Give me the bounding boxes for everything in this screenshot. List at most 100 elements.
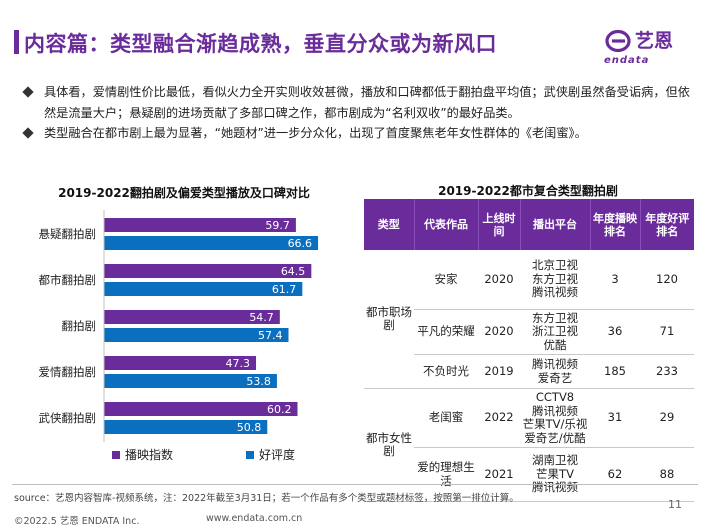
year-cell: 2022 <box>478 388 520 448</box>
bullet-item: 具体看，爱情剧性价比最低，看似火力全开实则收效甚微，播放和口碑都低于翻拍盘平均值… <box>22 82 698 123</box>
title-cell: 老闺蜜 <box>414 388 478 448</box>
header-rating-rank: 年度好评排名 <box>640 199 694 250</box>
header-play-rank: 年度播映排名 <box>590 199 641 250</box>
bar-value-label: 50.8 <box>237 421 262 434</box>
platform-line: 芒果TV/乐视 <box>522 417 588 431</box>
table-header-row: 类型 代表作品 上线时间 播出平台 年度播映排名 年度好评排名 <box>364 199 694 250</box>
platform-cell: 东方卫视 浙江卫视 优酷 <box>520 309 590 355</box>
legend-item-play-index: 播映指数 <box>112 446 173 466</box>
copyright: ©2022.5 艺恩 ENDATA Inc. <box>14 516 140 527</box>
category-label: 爱情翻拍剧 <box>39 365 97 379</box>
bar-value-label: 57.4 <box>258 329 283 342</box>
year-cell: 2019 <box>478 354 520 389</box>
platform-line: 湖南卫视 <box>532 453 578 468</box>
bullet-text: 类型融合在都市剧上最为显著，“她题材”进一步分众化，出现了首度聚焦老年女性群体的… <box>44 126 587 140</box>
bar-value-label: 64.5 <box>281 265 306 278</box>
year-cell: 2021 <box>478 447 520 502</box>
year-cell: 2020 <box>478 309 520 355</box>
platform-line: 东方卫视 <box>532 310 578 325</box>
table-title: 2019-2022都市复合类型翻拍剧 <box>438 184 618 198</box>
category-label: 翻拍剧 <box>62 319 97 333</box>
bar-rating <box>104 236 319 250</box>
logo-text-en: endata <box>604 55 650 66</box>
bar-value-label: 47.3 <box>226 357 251 370</box>
bar-rating <box>104 374 277 388</box>
title-cell: 爱的理想生活 <box>414 447 478 502</box>
logo-text-cn: 艺恩 <box>635 30 674 52</box>
remake-table-grid: 类型 代表作品 上线时间 播出平台 年度播映排名 年度好评排名 都市职场剧 安家… <box>364 199 694 502</box>
legend-item-rating: 好评度 <box>246 446 295 466</box>
bar-play-index <box>104 264 312 278</box>
bullet-list: 具体看，爱情剧性价比最低，看似火力全开实则收效甚微，播放和口碑都低于翻拍盘平均值… <box>22 82 698 144</box>
platform-cell: 湖南卫视 芒果TV 腾讯视频 <box>520 447 590 502</box>
table-row: 平凡的荣耀 2020 东方卫视 浙江卫视 优酷 36 71 <box>364 309 694 355</box>
table-row: 都市女性剧 老闺蜜 2022 CCTV8 腾讯视频 芒果TV/乐视 爱奇艺/优酷… <box>364 388 694 502</box>
bullet-item: 类型融合在都市剧上最为显著，“她题材”进一步分众化，出现了首度聚焦老年女性群体的… <box>22 123 698 144</box>
category-label: 都市翻拍剧 <box>39 273 97 287</box>
bar-value-label: 66.6 <box>288 237 313 250</box>
chart-title: 2019-2022翻拍剧及偏爱类型播放及口碑对比 <box>58 186 310 200</box>
bar-value-label: 54.7 <box>249 311 274 324</box>
type-cell: 都市职场剧 <box>364 250 414 389</box>
play-rank-cell: 31 <box>590 388 640 448</box>
platform-line: 腾讯视频 <box>532 403 578 418</box>
bar-rating <box>104 328 289 342</box>
legend-label-play-index: 播映指数 <box>125 448 174 462</box>
bar-rating <box>104 420 268 434</box>
bar-value-label: 60.2 <box>267 403 292 416</box>
platform-line: CCTV8 <box>535 390 575 404</box>
header-platform: 播出平台 <box>520 199 591 250</box>
bar-play-index <box>104 356 257 370</box>
bullet-text: 具体看，爱情剧性价比最低，看似火力全开实则收效甚微，播放和口碑都低于翻拍盘平均值… <box>44 85 690 120</box>
rating-rank-cell: 29 <box>640 388 694 448</box>
type-cell: 都市女性剧 <box>364 388 414 502</box>
platform-line: 东方卫视 <box>532 271 578 286</box>
bar-value-label: 61.7 <box>272 283 297 296</box>
title-cell: 安家 <box>414 250 478 310</box>
rating-rank-cell: 120 <box>640 250 694 310</box>
bar-play-index <box>104 218 296 232</box>
category-label: 武侠翻拍剧 <box>39 411 97 425</box>
platform-line: 芒果TV <box>536 466 574 481</box>
play-rank-cell: 62 <box>590 447 640 502</box>
rating-rank-cell: 88 <box>640 447 694 502</box>
bar-rating <box>104 282 303 296</box>
platform-cell: 北京卫视 东方卫视 腾讯视频 <box>520 250 590 310</box>
remake-table: 类型 代表作品 上线时间 播出平台 年度播映排名 年度好评排名 都市职场剧 安家… <box>364 199 694 502</box>
footer-divider <box>12 484 698 485</box>
bar-play-index <box>104 310 280 324</box>
platform-cell: CCTV8 腾讯视频 芒果TV/乐视 爱奇艺/优酷 <box>520 388 590 448</box>
endata-logo: 艺恩 endata <box>603 24 701 66</box>
header-type: 类型 <box>364 199 415 250</box>
play-rank-cell: 185 <box>590 354 640 389</box>
platform-line: 北京卫视 <box>532 258 578 272</box>
title-cell: 平凡的荣耀 <box>414 309 478 355</box>
category-label: 悬疑翻拍剧 <box>39 227 97 241</box>
title-cell: 不负时光 <box>414 354 478 389</box>
platform-line: 浙江卫视 <box>532 324 578 338</box>
rating-rank-cell: 71 <box>640 309 694 355</box>
table-row: 不负时光 2019 腾讯视频 爱奇艺 185 233 <box>364 354 694 389</box>
rating-rank-cell: 233 <box>640 354 694 389</box>
platform-line: 腾讯视频 <box>532 480 578 495</box>
bar-play-index <box>104 402 298 416</box>
bar-value-label: 53.8 <box>246 375 271 388</box>
platform-line: 爱奇艺/优酷 <box>524 430 586 445</box>
bar-value-label: 59.7 <box>265 219 290 232</box>
title-accent-bar <box>14 30 19 54</box>
page-number: 11 <box>668 498 682 511</box>
page-title: 内容篇：类型融合渐趋成熟，垂直分众或为新风口 <box>24 32 497 56</box>
website: www.endata.com.cn <box>206 513 303 524</box>
source-note: source：艺恩内容智库-视频系统，注：2022年截至3月31日；若一个作品有… <box>14 493 519 504</box>
platform-line: 优酷 <box>543 337 567 352</box>
play-rank-cell: 3 <box>590 250 640 310</box>
legend-label-rating: 好评度 <box>259 448 296 462</box>
legend-swatch-play-index <box>112 451 120 459</box>
table-row: 都市职场剧 安家 2020 北京卫视 东方卫视 腾讯视频 3 120 <box>364 250 694 389</box>
play-rank-cell: 36 <box>590 309 640 355</box>
platform-line: 腾讯视频 <box>532 285 578 299</box>
header-year: 上线时间 <box>478 199 521 250</box>
table-row: 爱的理想生活 2021 湖南卫视 芒果TV 腾讯视频 62 88 <box>364 447 694 502</box>
platform-line: 腾讯视频 <box>532 357 578 371</box>
